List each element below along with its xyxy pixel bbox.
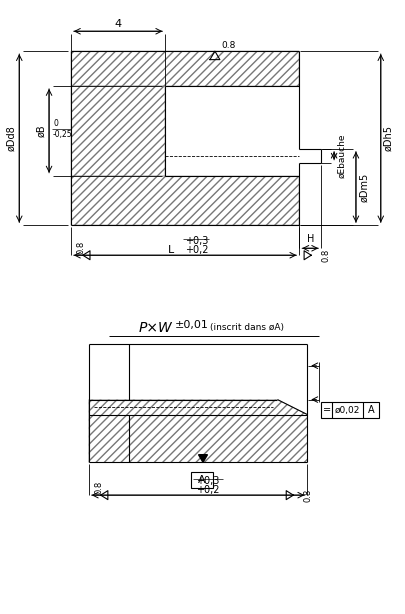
Text: 0.8: 0.8 bbox=[320, 249, 329, 262]
Text: øEbauche: øEbauche bbox=[336, 133, 345, 178]
Text: -0,25: -0,25 bbox=[53, 130, 72, 139]
Text: +0,2: +0,2 bbox=[196, 485, 219, 495]
Text: A: A bbox=[198, 475, 205, 485]
Text: A: A bbox=[367, 405, 373, 415]
Bar bbox=[71, 176, 298, 225]
Text: =: = bbox=[322, 405, 330, 415]
Text: 0.8: 0.8 bbox=[76, 241, 85, 254]
Text: øDm5: øDm5 bbox=[358, 173, 368, 201]
Text: 4: 4 bbox=[114, 19, 122, 29]
Text: 0.8: 0.8 bbox=[221, 41, 236, 50]
Bar bbox=[320, 402, 378, 419]
Bar bbox=[71, 86, 165, 176]
Text: +0,3: +0,3 bbox=[185, 236, 208, 246]
Text: 0.8: 0.8 bbox=[303, 489, 311, 502]
Text: 0: 0 bbox=[53, 119, 58, 128]
Text: øDd8: øDd8 bbox=[6, 125, 16, 151]
Text: ±0,01: ±0,01 bbox=[175, 320, 209, 330]
Text: øDh5: øDh5 bbox=[383, 125, 393, 151]
Text: (inscrit dans øA): (inscrit dans øA) bbox=[209, 324, 283, 332]
Text: P×W: P×W bbox=[138, 321, 172, 335]
Bar bbox=[191, 472, 212, 488]
Text: +0,3: +0,3 bbox=[196, 476, 219, 486]
Polygon shape bbox=[198, 455, 207, 462]
Text: H: H bbox=[306, 235, 313, 244]
Text: +0,2: +0,2 bbox=[185, 245, 208, 255]
Text: øB: øB bbox=[36, 125, 46, 137]
Text: L: L bbox=[168, 245, 174, 255]
Bar bbox=[71, 51, 298, 86]
Text: 0.8: 0.8 bbox=[94, 481, 103, 494]
Text: ø0,02: ø0,02 bbox=[334, 405, 359, 414]
